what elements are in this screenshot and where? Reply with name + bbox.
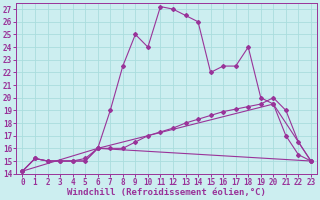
X-axis label: Windchill (Refroidissement éolien,°C): Windchill (Refroidissement éolien,°C) [67, 188, 266, 197]
